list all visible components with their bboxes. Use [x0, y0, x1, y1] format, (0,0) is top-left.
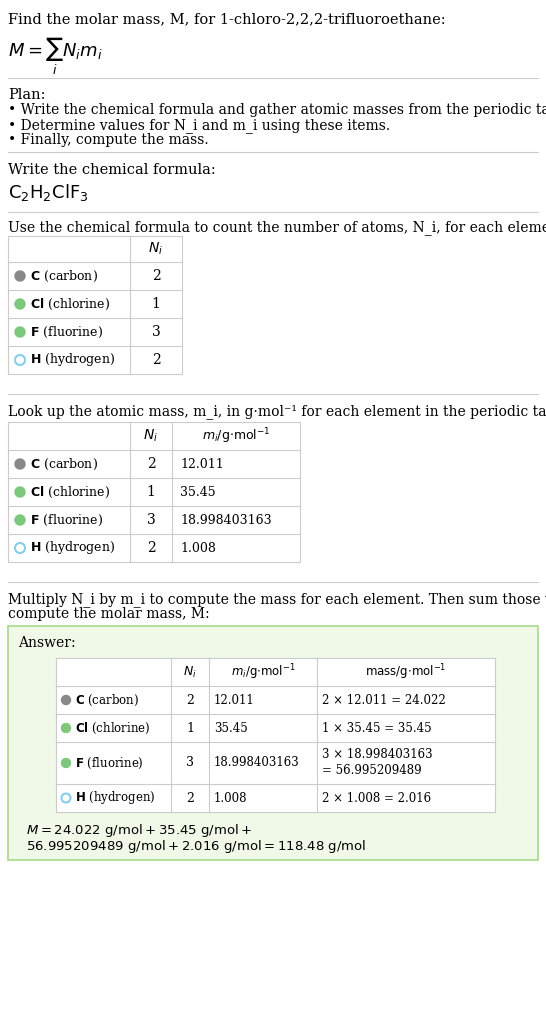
Text: $56.995209489\ \mathrm{g/mol} + 2.016\ \mathrm{g/mol} = 118.48\ \mathrm{g/mol}$: $56.995209489\ \mathrm{g/mol} + 2.016\ \… — [26, 838, 366, 854]
Text: Write the chemical formula:: Write the chemical formula: — [8, 163, 216, 178]
Text: 1.008: 1.008 — [180, 542, 216, 554]
Text: 1: 1 — [152, 297, 161, 311]
Text: Answer:: Answer: — [18, 636, 76, 650]
Text: $\mathbf{H}$ (hydrogen): $\mathbf{H}$ (hydrogen) — [75, 789, 156, 806]
Text: = 56.995209489: = 56.995209489 — [322, 765, 422, 777]
Text: 2: 2 — [152, 353, 161, 367]
Text: 12.011: 12.011 — [180, 457, 224, 471]
Text: 2 × 12.011 = 24.022: 2 × 12.011 = 24.022 — [322, 694, 446, 707]
Text: $m_i/\mathrm{g{\cdot}mol^{-1}}$: $m_i/\mathrm{g{\cdot}mol^{-1}}$ — [201, 426, 270, 446]
Text: $M = \sum_i N_i m_i$: $M = \sum_i N_i m_i$ — [8, 36, 103, 77]
Text: 1: 1 — [146, 485, 156, 499]
Text: $N_i$: $N_i$ — [183, 665, 197, 679]
Text: 2 × 1.008 = 2.016: 2 × 1.008 = 2.016 — [322, 792, 431, 805]
Circle shape — [15, 327, 25, 337]
Text: $\mathbf{C}$ (carbon): $\mathbf{C}$ (carbon) — [75, 692, 139, 708]
Bar — [8, 626, 538, 860]
Text: $\mathbf{F}$ (fluorine): $\mathbf{F}$ (fluorine) — [30, 513, 103, 527]
Circle shape — [62, 723, 70, 733]
Text: 3: 3 — [147, 513, 156, 527]
Text: 2: 2 — [186, 792, 194, 805]
Text: $\mathbf{F}$ (fluorine): $\mathbf{F}$ (fluorine) — [75, 755, 144, 771]
Circle shape — [62, 696, 70, 705]
Text: 2: 2 — [147, 541, 156, 555]
Circle shape — [15, 487, 25, 497]
Circle shape — [15, 271, 25, 281]
Text: $M = 24.022\ \mathrm{g/mol} + 35.45\ \mathrm{g/mol} +$: $M = 24.022\ \mathrm{g/mol} + 35.45\ \ma… — [26, 823, 252, 839]
Text: $\mathrm{C_2H_2ClF_3}$: $\mathrm{C_2H_2ClF_3}$ — [8, 182, 88, 203]
Bar — [8, 422, 300, 562]
Text: • Write the chemical formula and gather atomic masses from the periodic table.: • Write the chemical formula and gather … — [8, 103, 546, 117]
Text: $m_i/\mathrm{g{\cdot}mol^{-1}}$: $m_i/\mathrm{g{\cdot}mol^{-1}}$ — [230, 663, 295, 682]
Text: 1: 1 — [186, 721, 194, 735]
Circle shape — [62, 759, 70, 768]
Text: $\mathbf{H}$ (hydrogen): $\mathbf{H}$ (hydrogen) — [30, 352, 115, 368]
Text: compute the molar mass, M:: compute the molar mass, M: — [8, 607, 210, 621]
Text: $N_i$: $N_i$ — [144, 428, 158, 444]
Text: 3: 3 — [152, 325, 161, 338]
Text: 2: 2 — [152, 269, 161, 283]
Text: Look up the atomic mass, m_i, in g·mol⁻¹ for each element in the periodic table:: Look up the atomic mass, m_i, in g·mol⁻¹… — [8, 404, 546, 419]
Text: $\mathbf{C}$ (carbon): $\mathbf{C}$ (carbon) — [30, 268, 98, 284]
Text: 3: 3 — [186, 756, 194, 770]
Text: 3 × 18.998403163: 3 × 18.998403163 — [322, 748, 432, 762]
Text: • Finally, compute the mass.: • Finally, compute the mass. — [8, 133, 209, 147]
Text: 18.998403163: 18.998403163 — [214, 756, 300, 770]
Text: $\mathbf{Cl}$ (chlorine): $\mathbf{Cl}$ (chlorine) — [30, 296, 110, 312]
Text: 2: 2 — [147, 457, 156, 471]
Bar — [8, 236, 182, 374]
Text: Multiply N_i by m_i to compute the mass for each element. Then sum those values : Multiply N_i by m_i to compute the mass … — [8, 592, 546, 607]
Text: $\mathrm{mass/g{\cdot}mol^{-1}}$: $\mathrm{mass/g{\cdot}mol^{-1}}$ — [365, 663, 447, 682]
Text: 35.45: 35.45 — [214, 721, 248, 735]
Text: $\mathbf{C}$ (carbon): $\mathbf{C}$ (carbon) — [30, 456, 98, 472]
Circle shape — [15, 299, 25, 309]
Circle shape — [15, 459, 25, 469]
Text: $\mathbf{Cl}$ (chlorine): $\mathbf{Cl}$ (chlorine) — [75, 720, 151, 736]
Text: Use the chemical formula to count the number of atoms, N_i, for each element:: Use the chemical formula to count the nu… — [8, 220, 546, 235]
Text: 18.998403163: 18.998403163 — [180, 514, 271, 526]
Text: Find the molar mass, M, for 1-chloro-2,2,2-trifluoroethane:: Find the molar mass, M, for 1-chloro-2,2… — [8, 12, 446, 26]
Text: $\mathbf{Cl}$ (chlorine): $\mathbf{Cl}$ (chlorine) — [30, 484, 110, 499]
Text: Plan:: Plan: — [8, 88, 45, 102]
Text: 35.45: 35.45 — [180, 485, 216, 498]
Bar — [56, 658, 495, 812]
Text: $\mathbf{H}$ (hydrogen): $\mathbf{H}$ (hydrogen) — [30, 540, 115, 556]
Text: • Determine values for N_i and m_i using these items.: • Determine values for N_i and m_i using… — [8, 118, 390, 133]
Text: 2: 2 — [186, 694, 194, 707]
Text: 12.011: 12.011 — [214, 694, 255, 707]
Text: $N_i$: $N_i$ — [149, 240, 163, 257]
Text: $\mathbf{F}$ (fluorine): $\mathbf{F}$ (fluorine) — [30, 324, 103, 340]
Text: 1 × 35.45 = 35.45: 1 × 35.45 = 35.45 — [322, 721, 432, 735]
Text: 1.008: 1.008 — [214, 792, 247, 805]
Circle shape — [15, 515, 25, 525]
